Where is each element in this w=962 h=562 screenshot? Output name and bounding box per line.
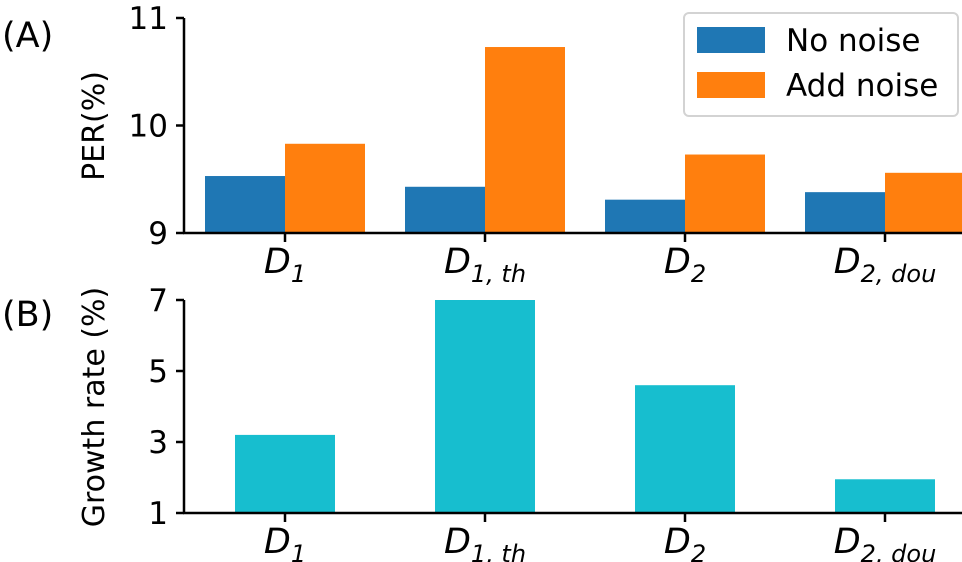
bar-no-noise-d2-dou — [805, 192, 885, 233]
y-tick-label-b-3: 7 — [148, 283, 168, 319]
panel-a: (A) PER(%) 9 10 11 D1 D1, th D2 D2, dou No no… — [2, 1, 962, 288]
panel-a-label: (A) — [2, 16, 53, 56]
y-tick-label-a-1: 10 — [129, 109, 168, 145]
bar-add-noise-d2 — [685, 154, 765, 233]
bar-add-noise-d1 — [285, 143, 365, 233]
x-tick-label-b-2: D2 — [664, 522, 706, 562]
y-tick-label-b-1: 3 — [148, 425, 168, 461]
y-tick-label-a-2: 11 — [129, 1, 168, 37]
panel-b-y-ticks: 1 3 5 7 — [148, 283, 184, 532]
bar-no-noise-d1-th — [405, 186, 485, 233]
legend-label-no-noise: No noise — [786, 23, 920, 59]
bar-growth-d1 — [235, 434, 335, 513]
y-tick-label-a-0: 9 — [148, 216, 168, 252]
legend-swatch-no-noise — [697, 27, 765, 53]
bar-add-noise-d1-th — [485, 47, 565, 234]
bar-no-noise-d2 — [605, 199, 685, 233]
y-tick-label-b-2: 5 — [148, 354, 168, 390]
panel-b-x-labels: D1 D1, th D2 D2, dou — [264, 513, 936, 562]
panel-a-ylabel: PER(%) — [77, 71, 112, 181]
x-tick-label-a-3: D2, dou — [834, 242, 937, 288]
panel-b-bars — [235, 300, 935, 513]
legend-label-add-noise: Add noise — [786, 68, 938, 104]
panel-a-y-ticks: 9 10 11 — [129, 1, 184, 252]
bar-growth-d1-th — [435, 300, 535, 513]
x-tick-label-b-1: D1, th — [444, 522, 526, 562]
x-tick-label-b-0: D1 — [264, 522, 306, 562]
legend-swatch-add-noise — [697, 72, 765, 98]
panel-b-label: (B) — [2, 295, 53, 335]
x-tick-label-b-3: D2, dou — [834, 522, 937, 562]
x-tick-label-a-0: D1 — [264, 242, 306, 288]
bar-growth-d2 — [635, 385, 735, 513]
x-tick-label-a-2: D2 — [664, 242, 706, 288]
bar-growth-d2-dou — [835, 479, 935, 513]
y-tick-label-b-0: 1 — [148, 496, 168, 532]
panel-a-x-labels: D1 D1, th D2 D2, dou — [264, 233, 936, 288]
panel-a-legend: No noise Add noise — [683, 12, 959, 117]
bar-add-noise-d2-dou — [885, 172, 962, 233]
panel-a-bars — [205, 47, 962, 234]
panel-b-ylabel: Growth rate (%) — [77, 287, 112, 528]
x-tick-label-a-1: D1, th — [444, 242, 526, 288]
bar-no-noise-d1 — [205, 176, 285, 233]
panel-b: (B) Growth rate (%) 1 3 5 7 D1 D1, th D2 D2, d… — [2, 283, 962, 562]
